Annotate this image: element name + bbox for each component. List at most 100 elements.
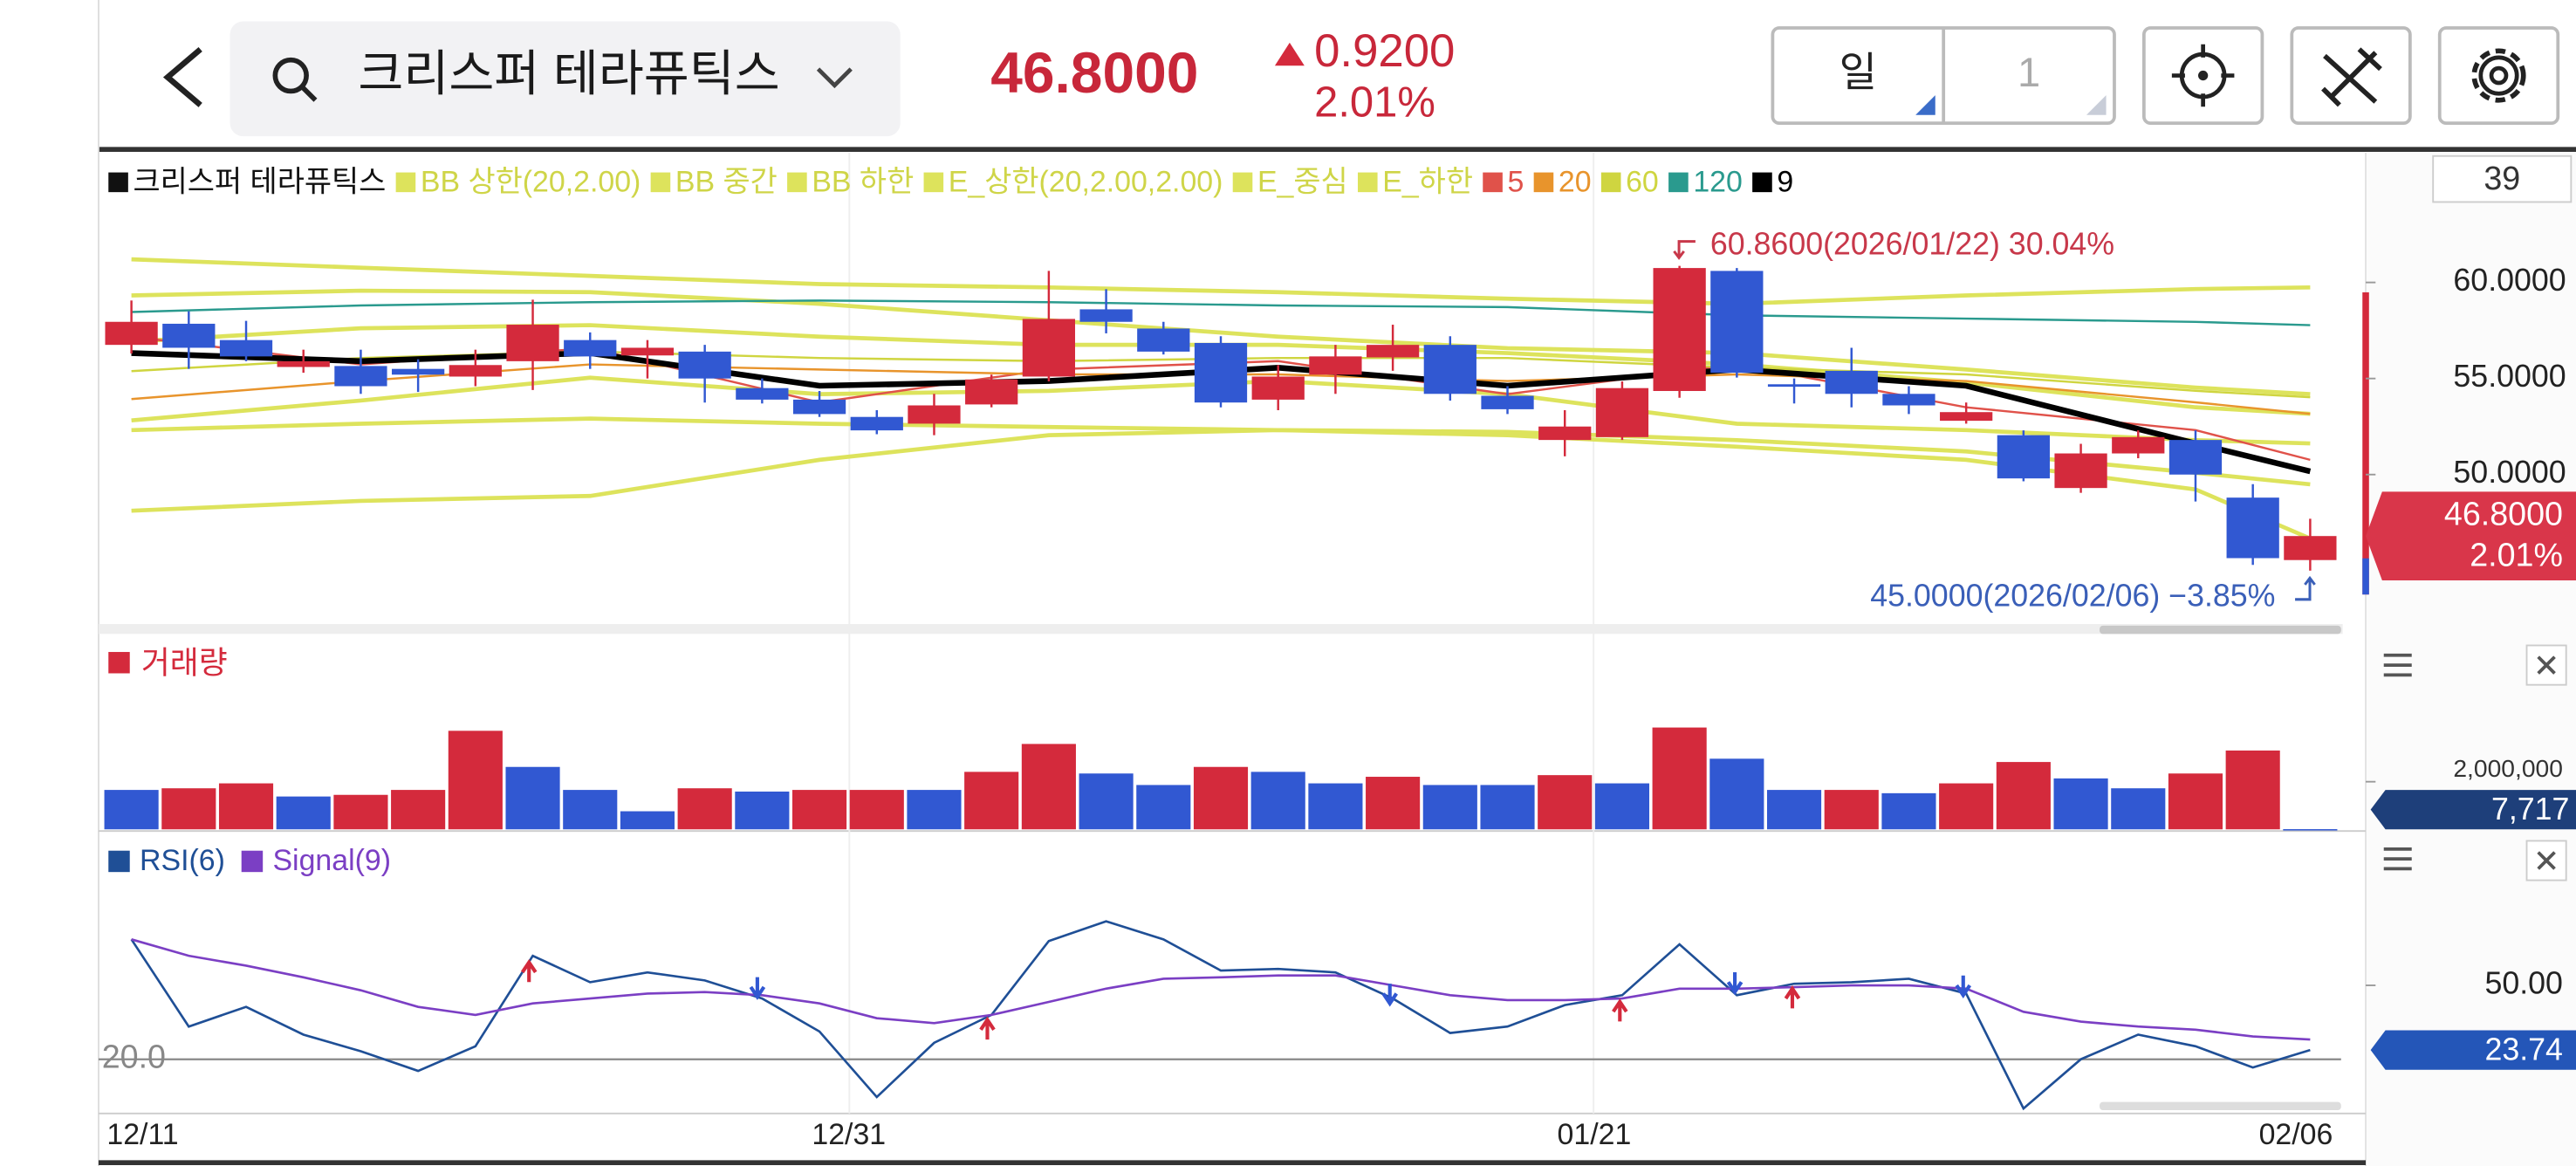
legend-label: 60 bbox=[1626, 166, 1659, 199]
legend-swatch bbox=[108, 172, 128, 193]
candle-body bbox=[219, 340, 273, 357]
candle-body bbox=[449, 365, 502, 377]
dropdown-icon[interactable] bbox=[816, 67, 853, 89]
legend-swatch bbox=[1357, 172, 1378, 193]
legend-swatch bbox=[1600, 172, 1621, 193]
candle-body bbox=[1653, 268, 1706, 391]
settings-icon bbox=[2478, 55, 2519, 96]
candle-body bbox=[1595, 388, 1649, 437]
badge-price: 46.8000 bbox=[2444, 496, 2563, 532]
x-tick-label: 12/11 bbox=[106, 1118, 178, 1151]
cross-marker bbox=[520, 958, 538, 983]
settings-button[interactable] bbox=[2437, 26, 2560, 126]
scrollbar[interactable] bbox=[2100, 625, 2341, 634]
candle-body bbox=[965, 379, 1018, 405]
candle-body bbox=[1710, 271, 1764, 374]
candle-body bbox=[392, 368, 445, 375]
candle-body bbox=[1137, 328, 1190, 352]
search-box[interactable] bbox=[230, 21, 901, 137]
visible-count[interactable]: 39 bbox=[2484, 160, 2520, 196]
scrollbar[interactable] bbox=[2100, 1101, 2341, 1111]
chart-layer: 50.0000 55.0000 60.0000 크리스퍼 테라퓨틱스 BB 상한(20,… bbox=[98, 166, 2576, 1151]
volume-bar bbox=[161, 788, 216, 830]
candle-body bbox=[1022, 319, 1076, 377]
range-bar bbox=[2362, 558, 2369, 595]
volume-bar bbox=[1939, 783, 1994, 830]
search-icon bbox=[300, 85, 318, 102]
reference-label: 20.0 bbox=[102, 1039, 166, 1075]
indicator-line bbox=[131, 938, 2311, 1041]
cross-marker bbox=[1612, 998, 1628, 1022]
period[interactable]: 일 bbox=[1840, 49, 1877, 95]
volume-bar bbox=[2225, 750, 2280, 830]
volume-bar bbox=[333, 794, 388, 830]
candle-body bbox=[1366, 345, 1420, 358]
menu-icon[interactable] bbox=[2383, 847, 2412, 871]
legend-swatch bbox=[108, 652, 130, 674]
menu-icon[interactable] bbox=[2383, 653, 2412, 677]
panel-title: 거래량 bbox=[141, 646, 228, 681]
candle-body bbox=[1767, 384, 1821, 388]
volume-bar bbox=[2053, 778, 2108, 830]
settings-icon bbox=[2471, 48, 2526, 103]
legend-label: 크리스퍼 테라퓨틱스 bbox=[133, 166, 386, 199]
legend-label: 120 bbox=[1693, 166, 1743, 199]
close-icon bbox=[2537, 655, 2556, 675]
volume-bar bbox=[1079, 773, 1134, 830]
volume-bar bbox=[1193, 766, 1249, 830]
volume-bar bbox=[620, 811, 675, 830]
candle-body bbox=[2168, 440, 2223, 475]
volume-bar bbox=[1422, 785, 1477, 830]
candle-body bbox=[2054, 453, 2107, 489]
volume-bar bbox=[964, 772, 1019, 830]
y-tick-label: 60.0000 bbox=[2453, 263, 2566, 298]
annotation: 45.0000(2026/02/06) −3.85% bbox=[1870, 578, 2275, 613]
price-badge bbox=[2366, 491, 2576, 581]
up-triangle bbox=[1274, 42, 1305, 66]
legend-label: BB 하한 bbox=[812, 166, 914, 199]
candle-body bbox=[792, 399, 846, 415]
volume-bar bbox=[907, 790, 962, 830]
legend-label: 5 bbox=[1508, 166, 1524, 199]
cross-marker bbox=[749, 977, 766, 1000]
cross-marker bbox=[1726, 971, 1744, 996]
overlay-line bbox=[131, 299, 2311, 326]
annotation-arrow bbox=[2295, 575, 2316, 601]
crosshair-icon bbox=[2171, 44, 2235, 107]
legend-label: E_하한 bbox=[1382, 166, 1473, 199]
badge-rsi: 23.74 bbox=[2484, 1032, 2562, 1067]
back-button[interactable] bbox=[162, 46, 202, 107]
overlay-line bbox=[131, 257, 2311, 306]
legend-label: BB 상한(20,2.00) bbox=[421, 166, 641, 199]
volume-bar bbox=[792, 790, 847, 830]
volume-bar bbox=[1136, 785, 1191, 830]
crosshair-icon bbox=[2197, 70, 2209, 81]
period-count[interactable]: 1 bbox=[2018, 49, 2040, 95]
candle-body bbox=[105, 321, 158, 346]
volume-bar bbox=[563, 790, 618, 830]
candle-body bbox=[736, 388, 789, 400]
candle-body bbox=[2284, 536, 2337, 560]
legend-label: BB 중간 bbox=[675, 166, 778, 199]
y-tick-label: 50.0000 bbox=[2453, 455, 2566, 490]
count-box[interactable] bbox=[2432, 154, 2573, 203]
panel-divider bbox=[98, 624, 2343, 634]
candle-body bbox=[678, 351, 731, 379]
price: 46.8000 bbox=[990, 40, 1198, 105]
volume-bar bbox=[1766, 790, 1822, 830]
stock-name: 크리스퍼 테라퓨틱스 bbox=[358, 45, 779, 100]
volume-bar bbox=[2168, 773, 2223, 830]
y-tick-label: 2,000,000 bbox=[2453, 754, 2563, 782]
legend-swatch bbox=[1232, 172, 1253, 193]
volume-bar bbox=[1709, 758, 1764, 830]
volume-bar bbox=[1250, 772, 1305, 830]
candle-body bbox=[620, 347, 675, 356]
candle-body bbox=[1940, 412, 1993, 422]
volume-bar bbox=[1594, 783, 1649, 830]
candle-body bbox=[2112, 436, 2165, 454]
legend-swatch bbox=[1752, 172, 1772, 193]
legend-swatch bbox=[1483, 172, 1503, 193]
volume-bar bbox=[1652, 727, 1707, 830]
legend-label: 20 bbox=[1559, 166, 1592, 199]
